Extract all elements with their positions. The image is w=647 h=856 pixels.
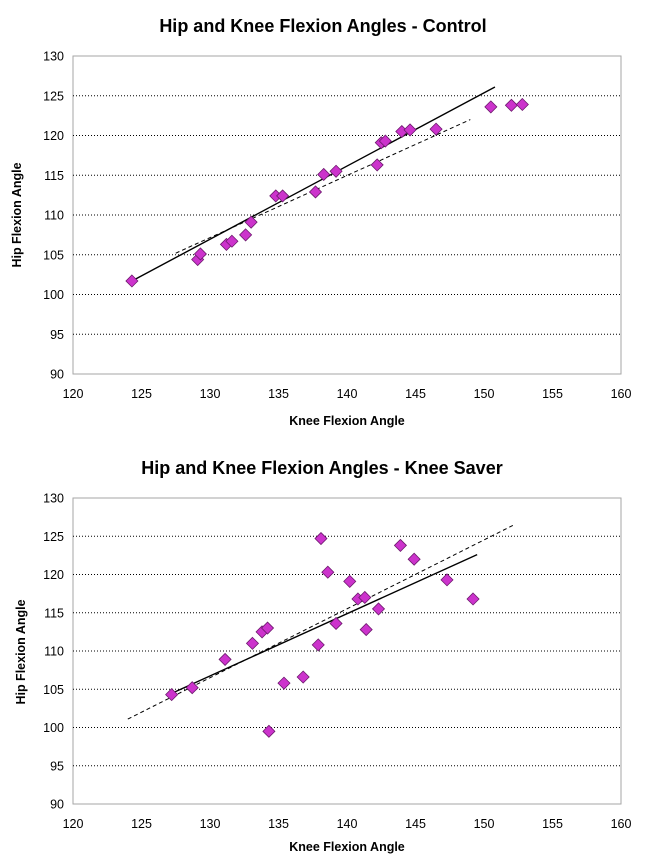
y-tick-label: 130: [43, 50, 64, 64]
x-tick-label: 135: [268, 387, 289, 401]
x-tick-label: 145: [405, 387, 426, 401]
trendline-dashed: [175, 119, 471, 254]
y-tick-label: 100: [43, 721, 64, 735]
data-point: [403, 123, 417, 137]
data-point: [371, 602, 386, 616]
data-point: [239, 228, 253, 242]
data-point: [343, 574, 357, 588]
grid-lines: [73, 535, 621, 767]
y-tick-labels: 90 95 100 105 110 115 120 125 130: [43, 50, 64, 382]
chart-knee-saver-svg: Hip and Knee Flexion Angles - Knee Saver…: [14, 458, 632, 854]
x-tick-labels: 120 125 130 135 140 145 150 155 160: [63, 387, 632, 401]
x-axis-label: Knee Flexion Angle: [289, 840, 405, 854]
data-point: [225, 234, 239, 248]
data-point: [378, 134, 392, 148]
trendline-solid: [168, 553, 478, 696]
data-point: [393, 538, 407, 552]
x-tick-label: 140: [337, 387, 358, 401]
y-tick-label: 120: [43, 568, 64, 582]
x-tick-label: 150: [474, 817, 495, 831]
data-points: [165, 531, 480, 738]
trendline-solid: [131, 86, 496, 282]
data-point: [370, 158, 384, 172]
y-tick-label: 110: [44, 209, 64, 223]
x-tick-label: 130: [200, 387, 221, 401]
y-axis-label: Hip Flexion Angle: [14, 599, 28, 704]
y-tick-label: 115: [44, 606, 64, 620]
data-point: [440, 573, 454, 587]
data-point: [277, 676, 291, 690]
y-tick-label: 100: [43, 288, 64, 302]
x-tick-label: 160: [611, 817, 632, 831]
data-point: [276, 189, 290, 203]
data-point: [314, 531, 328, 546]
y-tick-label: 125: [43, 89, 64, 103]
data-point: [329, 164, 343, 178]
data-point: [515, 97, 529, 112]
y-tick-label: 90: [50, 798, 64, 812]
data-point: [407, 552, 421, 566]
y-axis-label: Hip Flexion Angle: [10, 162, 24, 267]
data-point: [466, 592, 480, 606]
data-point: [504, 98, 518, 112]
x-tick-label: 160: [611, 387, 632, 401]
x-tick-label: 150: [474, 387, 495, 401]
x-tick-label: 140: [337, 817, 358, 831]
data-point: [245, 636, 260, 650]
x-axis-label: Knee Flexion Angle: [289, 414, 405, 428]
trendlines: [127, 524, 515, 720]
x-tick-labels: 120 125 130 135 140 145 150 155 160: [63, 817, 632, 831]
data-points: [125, 97, 529, 288]
y-tick-label: 105: [43, 248, 64, 262]
y-tick-label: 105: [43, 683, 64, 697]
data-point: [262, 724, 276, 738]
data-point: [329, 616, 343, 631]
data-point: [296, 670, 310, 684]
x-tick-label: 125: [131, 817, 152, 831]
data-point: [165, 688, 179, 702]
data-point: [429, 122, 443, 136]
data-point: [218, 652, 232, 666]
data-point: [358, 590, 372, 605]
y-tick-label: 95: [50, 759, 64, 773]
data-point: [193, 247, 207, 261]
y-tick-labels: 90 95 100 105 110 115 120 125 130: [43, 492, 64, 812]
data-point: [484, 100, 498, 114]
x-tick-label: 155: [542, 387, 563, 401]
y-tick-label: 115: [44, 169, 64, 183]
y-tick-label: 90: [50, 368, 64, 382]
x-tick-label: 120: [63, 387, 84, 401]
chart-control: Hip and Knee Flexion Angles - Control 90…: [10, 16, 632, 428]
data-point: [308, 185, 323, 199]
x-tick-label: 135: [268, 817, 289, 831]
x-tick-label: 155: [542, 817, 563, 831]
data-point: [317, 167, 331, 182]
chart-knee-saver: Hip and Knee Flexion Angles - Knee Saver…: [0, 430, 647, 856]
x-tick-label: 120: [63, 817, 84, 831]
y-tick-label: 120: [43, 129, 64, 143]
x-tick-label: 130: [200, 817, 221, 831]
data-point: [321, 565, 335, 579]
data-point: [260, 621, 275, 635]
chart-title: Hip and Knee Flexion Angles - Knee Saver: [141, 458, 502, 478]
grid-lines: [73, 95, 621, 335]
y-tick-label: 110: [44, 645, 64, 659]
y-tick-label: 130: [43, 492, 64, 506]
data-point: [359, 623, 373, 637]
x-tick-label: 125: [131, 387, 152, 401]
y-tick-label: 125: [43, 530, 64, 544]
y-tick-label: 95: [50, 328, 64, 342]
trendlines: [131, 86, 496, 282]
data-point: [244, 215, 258, 229]
x-tick-label: 145: [405, 817, 426, 831]
chart-title: Hip and Knee Flexion Angles - Control: [159, 16, 486, 36]
data-point: [185, 681, 199, 695]
chart-control-svg: Hip and Knee Flexion Angles - Control 90…: [10, 16, 632, 428]
data-point: [125, 274, 139, 288]
data-point: [311, 638, 325, 652]
trendline-dashed: [127, 524, 515, 720]
